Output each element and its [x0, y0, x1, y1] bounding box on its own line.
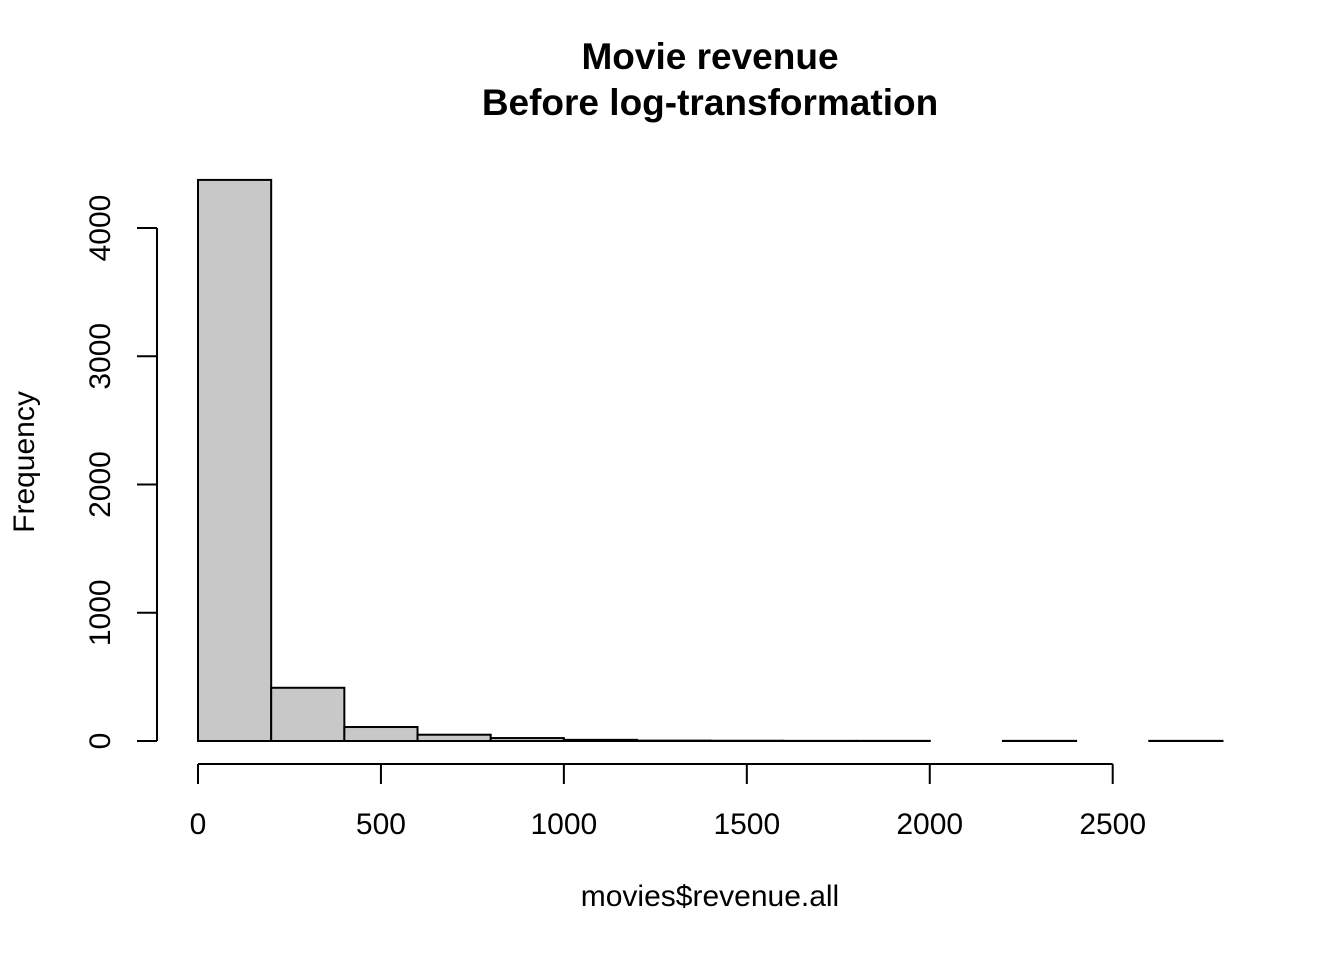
histogram-bar — [489, 737, 565, 742]
y-tick-label: 4000 — [84, 195, 117, 262]
histogram-bar — [416, 733, 492, 743]
x-tick-label: 0 — [190, 808, 207, 841]
x-axis-label: movies$revenue.all — [580, 880, 840, 913]
histogram-bar — [197, 178, 273, 742]
chart-title: Movie revenue — [581, 36, 839, 77]
x-tick-label: 500 — [356, 808, 406, 841]
histogram-bars — [197, 178, 1224, 743]
x-tick-label: 1000 — [531, 808, 598, 841]
histogram-bar — [270, 686, 346, 742]
chart-subtitle: Before log-transformation — [481, 82, 939, 123]
y-tick-label: 2000 — [84, 451, 117, 518]
x-tick-label: 2000 — [896, 808, 963, 841]
y-tick-label: 1000 — [84, 579, 117, 646]
x-tick-label: 2500 — [1079, 808, 1146, 841]
y-axis: 0 1000 2000 3000 4000 — [84, 195, 158, 750]
x-axis: 0 500 1000 1500 2000 2500 — [190, 763, 1146, 841]
x-tick-label: 1500 — [713, 808, 780, 841]
histogram-bar — [343, 726, 419, 743]
y-tick-label: 0 — [84, 733, 117, 750]
histogram-bar — [562, 738, 639, 743]
y-tick-label: 3000 — [84, 323, 117, 390]
